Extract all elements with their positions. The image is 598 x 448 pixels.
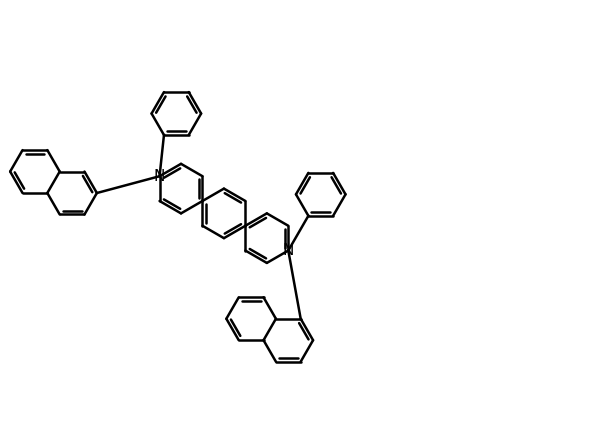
Text: N: N — [154, 169, 165, 184]
Text: N: N — [283, 243, 294, 258]
